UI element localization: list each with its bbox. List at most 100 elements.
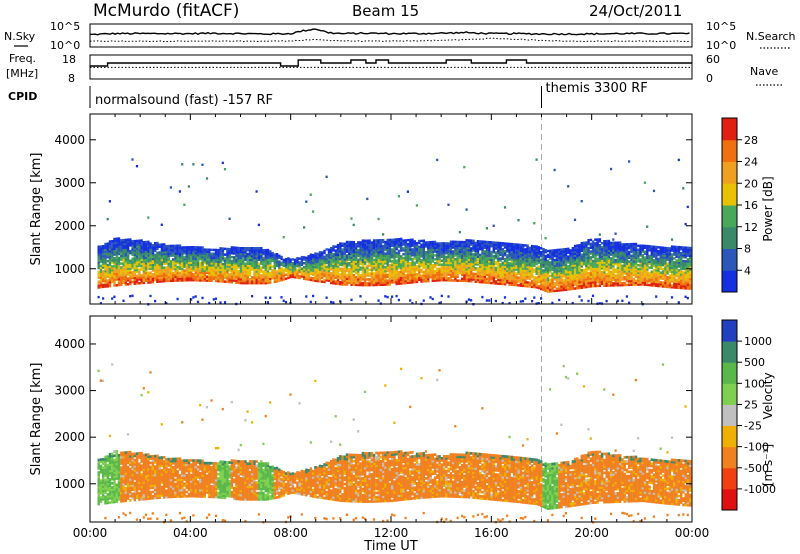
echo-cell (370, 254, 374, 258)
echo-cell (492, 282, 495, 285)
echo-cell (115, 278, 118, 281)
echo-cell (472, 241, 475, 244)
echo-cell (551, 253, 554, 256)
echo-cell (603, 282, 606, 285)
echo-cell (551, 249, 554, 252)
echo-cell (415, 253, 419, 256)
echo-cell (542, 265, 545, 268)
echo-cell (393, 261, 396, 265)
echo-cell (458, 250, 462, 253)
echo-cell (546, 290, 550, 293)
echo-cell (122, 248, 125, 252)
echo-cell (176, 248, 179, 251)
echo-cell (415, 265, 419, 268)
echo-cell (616, 272, 620, 275)
echo-cell (391, 252, 394, 255)
echo-cell (637, 252, 640, 255)
echo-cell (418, 278, 421, 281)
echo-cell (388, 238, 392, 242)
echo-cell (436, 158, 439, 162)
echo-cell (546, 261, 550, 264)
echo-cell (454, 279, 457, 282)
echo-cell (144, 275, 148, 279)
echo-cell (99, 285, 103, 289)
echo-cell (619, 280, 622, 283)
echo-cell (438, 255, 441, 259)
echo-cell (368, 280, 371, 283)
echo-cell (485, 244, 489, 248)
echo-cell (160, 253, 164, 256)
echo-cell (594, 255, 597, 259)
echo-cell (564, 267, 568, 270)
echo-cell (115, 256, 118, 260)
echo-cell (255, 278, 258, 281)
echo-cell (510, 252, 513, 256)
echo-cell (582, 260, 586, 264)
echo-cell (578, 265, 581, 268)
echo-cell (165, 246, 168, 250)
echo-cell (641, 244, 644, 247)
echo-cell (312, 273, 315, 276)
echo-cell (589, 246, 593, 249)
echo-cell (515, 254, 518, 258)
echo-cell (135, 280, 139, 283)
echo-cell (501, 261, 504, 264)
echo-cell (537, 251, 541, 255)
echo-cell (485, 267, 489, 271)
echo-cell (422, 276, 425, 279)
echo-cell (533, 254, 536, 258)
echo-cell (345, 258, 349, 261)
echo-cell (445, 261, 448, 265)
echo-cell (476, 272, 480, 276)
echo-cell (296, 274, 299, 277)
echo-cell (212, 269, 216, 273)
echo-cell (269, 267, 272, 271)
echo-cell (391, 254, 394, 257)
echo-cell (181, 275, 184, 278)
echo-cell (113, 257, 116, 260)
echo-cell (454, 254, 457, 257)
echo-cell (108, 257, 112, 261)
echo-cell (370, 276, 374, 279)
echo-cell (99, 268, 103, 271)
echo-cell (372, 243, 376, 246)
echo-cell (634, 262, 638, 265)
echo-cell (603, 269, 606, 272)
echo-cell (395, 282, 398, 286)
echo-cell (632, 250, 635, 254)
echo-cell (336, 255, 340, 258)
echo-cell (524, 269, 527, 272)
echo-cell (233, 269, 236, 273)
echo-cell (377, 268, 380, 271)
echo-cell (117, 249, 121, 252)
echo-cell (497, 276, 500, 280)
echo-cell (149, 255, 152, 259)
echo-cell (239, 266, 243, 269)
echo-cell (395, 273, 398, 276)
echo-cell (393, 252, 396, 255)
echo-cell (411, 263, 414, 267)
echo-cell (273, 280, 276, 283)
echo-cell (372, 264, 376, 267)
echo-cell (535, 257, 538, 260)
echo-cell (388, 281, 392, 284)
echo-cell (296, 262, 299, 266)
echo-cell (384, 248, 387, 252)
echo-cell (614, 247, 617, 250)
echo-cell (619, 247, 622, 250)
echo-cell (643, 277, 647, 281)
echo-cell (140, 243, 143, 246)
echo-cell (571, 248, 574, 252)
echo-cell (368, 268, 371, 271)
echo-cell (524, 279, 527, 282)
echo-cell (104, 250, 107, 253)
echo-cell (537, 249, 541, 253)
echo-cell (233, 252, 236, 255)
echo-cell (185, 248, 188, 251)
echo-cell (585, 260, 588, 264)
echo-cell (573, 260, 577, 263)
echo-cell (366, 282, 369, 285)
echo-cell (372, 260, 376, 264)
echo-cell (271, 251, 274, 255)
echo-cell (140, 241, 143, 244)
